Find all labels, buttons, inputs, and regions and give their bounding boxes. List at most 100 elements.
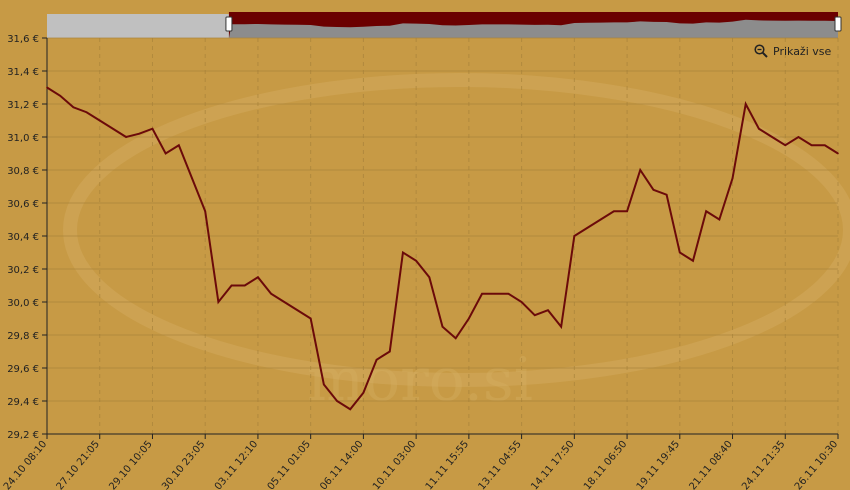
data-point (72, 106, 75, 109)
y-tick-label: 30,0 € (7, 298, 39, 309)
data-point (758, 127, 760, 130)
y-tick-label: 30,6 € (7, 199, 39, 210)
data-point (718, 218, 721, 221)
data-point (560, 325, 562, 328)
data-point (441, 325, 444, 328)
x-tick-label: 26.11 10:30 (793, 439, 840, 490)
data-point (230, 284, 233, 287)
data-point (613, 210, 615, 213)
data-point (151, 127, 154, 130)
navigator-unselected (47, 14, 229, 38)
y-tick-label: 30,4 € (7, 232, 39, 243)
x-tick-label: 30.10 23:05 (160, 439, 207, 490)
data-point (639, 169, 642, 171)
data-point (191, 177, 193, 180)
data-point (731, 177, 734, 180)
data-point (349, 408, 352, 411)
data-point (586, 226, 589, 229)
x-tick-label: 03.11 12:10 (213, 439, 260, 490)
x-tick-label: 18.11 06:50 (582, 439, 629, 490)
watermark-logo: moro.si (307, 345, 533, 415)
show-all-label: Prikaži vse (773, 44, 832, 58)
data-point (415, 259, 417, 262)
data-point (402, 251, 404, 254)
x-tick-label: 24.11 21:35 (740, 439, 787, 490)
data-point (771, 136, 773, 138)
y-tick-label: 31,4 € (7, 67, 39, 78)
navigator-area (228, 19, 838, 38)
data-point (679, 251, 681, 254)
data-point (797, 136, 800, 138)
data-point (626, 210, 628, 213)
navigator-handle-right[interactable] (834, 16, 842, 32)
data-point (59, 94, 61, 97)
data-point (178, 144, 180, 147)
y-tick-label: 31,0 € (7, 133, 39, 144)
y-tick-label: 29,4 € (7, 397, 39, 408)
x-tick-label: 21.11 08:40 (687, 439, 734, 490)
data-point (388, 350, 391, 353)
x-tick-label: 11.11 15:55 (424, 439, 471, 490)
y-tick-label: 31,6 € (7, 34, 39, 45)
data-point (810, 144, 813, 147)
data-point (283, 301, 286, 303)
data-point (204, 210, 206, 213)
data-point (837, 152, 839, 155)
zoom-out-icon (754, 44, 768, 58)
x-tick-label: 27.10 21:05 (55, 439, 102, 490)
data-point (428, 276, 431, 279)
data-point (257, 276, 259, 279)
data-point (468, 317, 470, 320)
data-point (309, 317, 312, 320)
y-tick-label: 30,8 € (7, 166, 39, 177)
data-point (507, 292, 510, 295)
show-all-button[interactable]: Prikaži vse (754, 44, 831, 58)
data-point (98, 119, 101, 122)
data-point (547, 309, 549, 312)
data-point (533, 314, 536, 317)
data-point (125, 136, 127, 138)
data-point (164, 152, 167, 155)
data-point (599, 218, 602, 221)
data-point (520, 301, 523, 303)
data-point (336, 400, 338, 402)
data-point (85, 111, 88, 114)
data-point (375, 358, 378, 361)
y-tick-label: 30,2 € (7, 265, 39, 276)
data-point (217, 301, 220, 303)
data-point (270, 292, 272, 295)
data-point (138, 132, 141, 135)
x-tick-label: 13.11 04:55 (477, 439, 524, 490)
data-point (665, 193, 668, 196)
data-point (243, 284, 246, 287)
data-point (494, 292, 497, 295)
data-point (112, 127, 114, 130)
data-point (573, 235, 576, 237)
data-point (824, 144, 826, 147)
data-point (481, 292, 483, 295)
y-tick-label: 29,8 € (7, 331, 39, 342)
data-point (454, 337, 457, 340)
data-point (784, 144, 787, 147)
y-tick-label: 29,6 € (7, 364, 39, 375)
x-tick-label: 10.11 03:00 (371, 439, 418, 490)
watermark-ring (63, 73, 850, 387)
data-point (46, 86, 48, 89)
y-tick-label: 29,2 € (7, 430, 39, 441)
data-point (323, 383, 325, 386)
x-tick-label: 24.10 08:10 (2, 439, 49, 490)
data-point (652, 189, 655, 191)
x-tick-label: 29.10 10:05 (107, 439, 154, 490)
data-point (744, 103, 747, 105)
x-tick-label: 06.11 14:00 (318, 439, 365, 490)
data-point (362, 391, 365, 394)
x-tick-label: 14.11 17:50 (529, 439, 576, 490)
data-point (296, 309, 299, 312)
x-tick-label: 19.11 19:45 (635, 439, 682, 490)
data-point (705, 210, 707, 213)
navigator-handle-left[interactable] (225, 16, 233, 32)
data-point (692, 259, 694, 262)
x-tick-label: 05.11 01:05 (266, 439, 313, 490)
